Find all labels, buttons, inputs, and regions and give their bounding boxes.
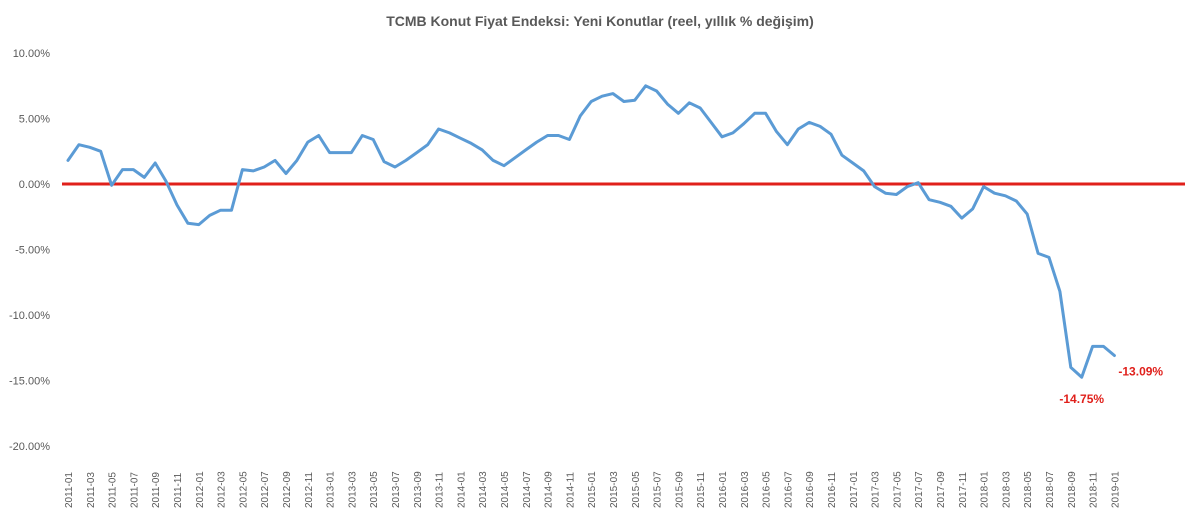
x-tick-label: 2015-05 [631,471,642,508]
x-tick-label: 2014-03 [478,471,489,508]
x-tick-label: 2016-07 [783,471,794,508]
x-tick-label: 2018-05 [1023,471,1034,508]
x-tick-label: 2013-07 [391,471,402,508]
x-tick-label: 2012-05 [238,471,249,508]
annotations: -14.75% -13.09% [1059,364,1163,406]
x-tick-label: 2017-11 [958,472,969,508]
y-tick-label: 5.00% [19,114,50,126]
x-tick-label: 2014-11 [565,472,576,508]
y-axis: 10.00% 5.00% 0.00% -5.00% -10.00% -15.00% -20.… [9,48,50,453]
x-tick-label: 2018-11 [1089,472,1100,508]
x-tick-label: 2011-11 [173,472,184,508]
x-tick-label: 2018-07 [1045,471,1056,508]
x-tick-label: 2017-07 [914,471,925,508]
x-tick-label: 2014-07 [522,471,533,508]
x-tick-label: 2014-05 [500,471,511,508]
x-tick-label: 2011-05 [108,472,119,508]
y-tick-label: -10.00% [9,310,50,322]
y-tick-label: 10.00% [13,48,51,60]
chart-title: TCMB Konut Fiyat Endeksi: Yeni Konutlar … [386,13,814,29]
x-tick-label: 2011-03 [86,472,97,508]
x-tick-label: 2014-01 [456,471,467,508]
x-tick-label: 2015-07 [653,471,664,508]
x-tick-label: 2017-01 [849,471,860,508]
y-tick-label: -15.00% [9,376,50,388]
x-tick-label: 2015-01 [587,471,598,508]
x-tick-label: 2012-07 [260,471,271,508]
x-tick-label: 2013-03 [347,471,358,508]
y-tick-label: -5.00% [15,245,50,257]
series-line [66,84,1116,379]
x-tick-label: 2015-09 [674,471,685,508]
x-tick-label: 2011-09 [151,472,162,508]
data-label: -13.09% [1118,364,1163,378]
x-tick-label: 2018-03 [1001,471,1012,508]
x-tick-label: 2014-09 [544,471,555,508]
x-tick-label: 2017-03 [871,471,882,508]
x-axis: 2011-01 2011-03 2011-05 2011-07 2011-09 2011-… [64,471,1121,508]
x-tick-label: 2013-11 [435,472,446,508]
x-tick-label: 2018-09 [1067,471,1078,508]
y-tick-label: 0.00% [19,179,50,191]
x-tick-label: 2015-03 [609,471,620,508]
x-tick-label: 2017-09 [936,471,947,508]
x-tick-label: 2016-01 [718,471,729,508]
x-tick-label: 2011-01 [64,472,75,508]
x-tick-label: 2016-09 [805,471,816,508]
series-group [66,84,1116,379]
x-tick-label: 2016-11 [827,472,838,508]
y-tick-label: -20.00% [9,441,50,453]
x-tick-label: 2016-03 [740,471,751,508]
x-tick-label: 2011-07 [129,472,140,508]
x-tick-label: 2012-03 [217,471,228,508]
x-tick-label: 2018-01 [980,471,991,508]
x-tick-label: 2012-09 [282,471,293,508]
x-tick-label: 2016-05 [762,471,773,508]
x-tick-label: 2012-11 [304,472,315,508]
x-tick-label: 2013-09 [413,471,424,508]
x-tick-label: 2013-01 [326,471,337,508]
data-label: -14.75% [1059,392,1104,406]
x-tick-label: 2012-01 [195,471,206,508]
x-tick-label: 2015-11 [696,472,707,508]
x-tick-label: 2013-05 [369,471,380,508]
x-tick-label: 2017-05 [892,471,903,508]
x-tick-label: 2019-01 [1110,471,1121,508]
